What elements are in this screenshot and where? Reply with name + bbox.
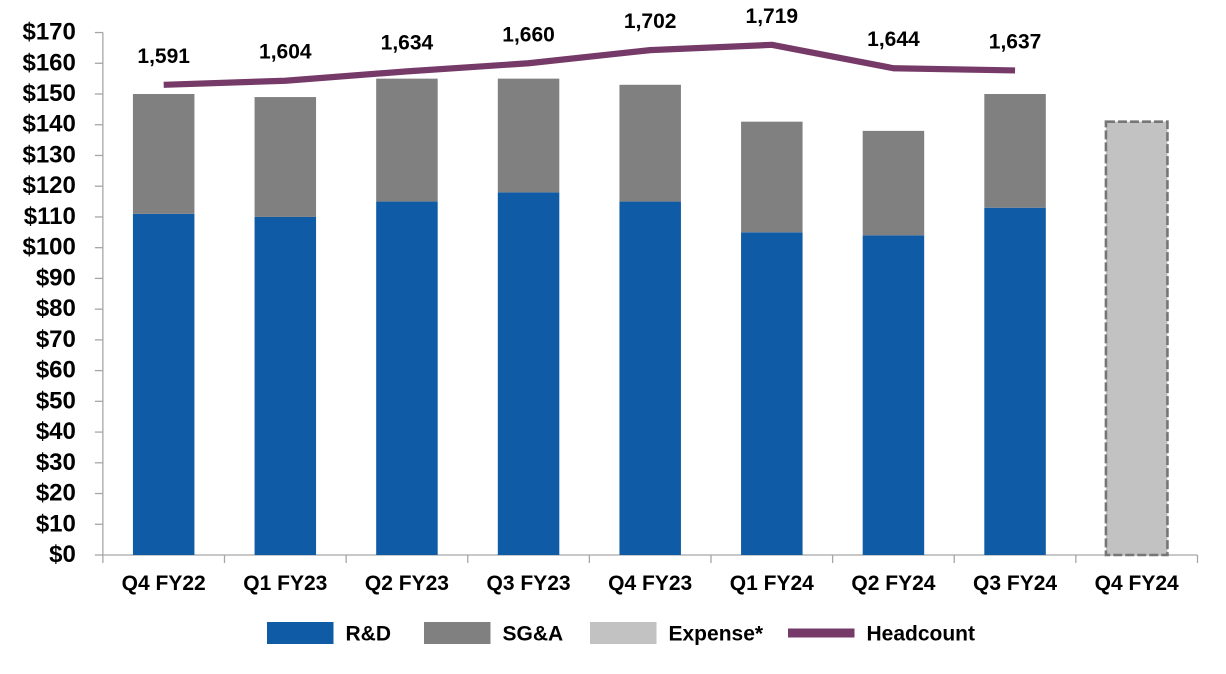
svg-text:Q4 FY24: Q4 FY24: [1095, 572, 1179, 595]
svg-text:$20: $20: [36, 480, 76, 507]
svg-text:$40: $40: [36, 418, 76, 445]
svg-text:$80: $80: [36, 295, 76, 322]
svg-text:Headcount: Headcount: [867, 623, 976, 646]
svg-text:SG&A: SG&A: [503, 623, 564, 646]
svg-text:$50: $50: [36, 387, 76, 414]
svg-text:1,591: 1,591: [137, 45, 190, 68]
svg-text:1,702: 1,702: [624, 10, 677, 33]
svg-text:1,604: 1,604: [259, 41, 312, 64]
svg-text:Q2 FY23: Q2 FY23: [365, 572, 449, 595]
svg-text:Expense*: Expense*: [669, 623, 764, 646]
svg-text:$140: $140: [22, 111, 75, 138]
svg-text:$70: $70: [36, 326, 76, 353]
svg-text:$0: $0: [49, 541, 76, 568]
svg-text:$160: $160: [22, 49, 75, 76]
svg-text:Q3 FY24: Q3 FY24: [973, 572, 1057, 595]
svg-text:1,637: 1,637: [989, 30, 1042, 53]
svg-text:$60: $60: [36, 357, 76, 384]
svg-text:$90: $90: [36, 264, 76, 291]
svg-text:Q1 FY23: Q1 FY23: [243, 572, 327, 595]
svg-text:$100: $100: [22, 234, 75, 261]
svg-text:$170: $170: [22, 19, 75, 46]
svg-text:Q2 FY24: Q2 FY24: [851, 572, 935, 595]
svg-text:Q1 FY24: Q1 FY24: [730, 572, 814, 595]
svg-text:$10: $10: [36, 510, 76, 537]
svg-text:$120: $120: [22, 172, 75, 199]
svg-text:1,644: 1,644: [867, 28, 920, 51]
svg-text:1,719: 1,719: [746, 5, 799, 28]
svg-text:$110: $110: [24, 203, 76, 230]
svg-text:$130: $130: [22, 141, 75, 168]
svg-text:$150: $150: [22, 80, 75, 107]
svg-text:Q3 FY23: Q3 FY23: [487, 572, 571, 595]
svg-text:1,660: 1,660: [502, 23, 555, 46]
svg-text:$30: $30: [36, 449, 76, 476]
svg-text:Q4 FY23: Q4 FY23: [608, 572, 692, 595]
svg-text:1,634: 1,634: [381, 31, 434, 54]
svg-text:R&D: R&D: [346, 623, 392, 646]
svg-text:Q4 FY22: Q4 FY22: [122, 572, 206, 595]
